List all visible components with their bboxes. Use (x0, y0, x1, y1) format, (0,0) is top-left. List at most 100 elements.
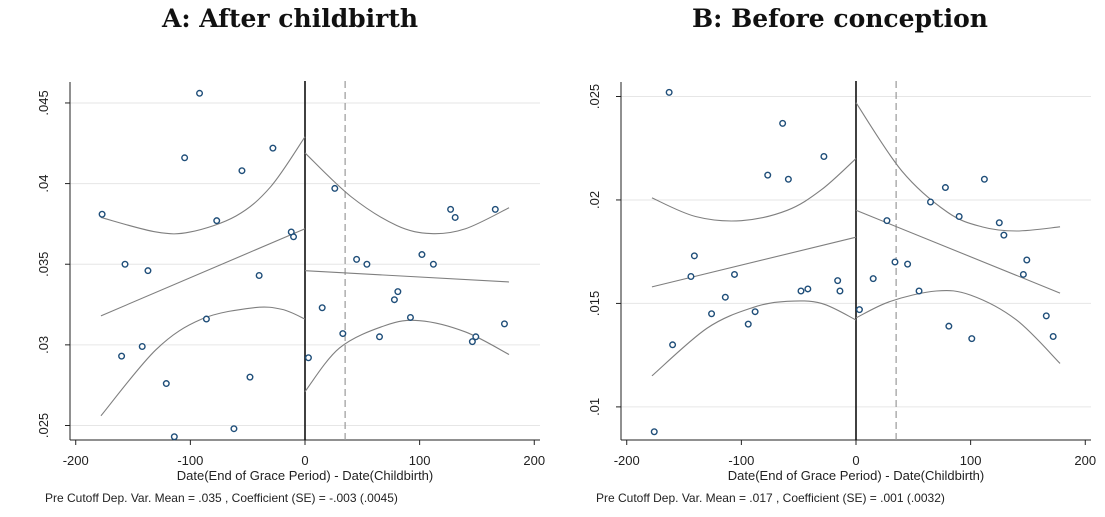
y-tick-label: .025 (36, 413, 51, 438)
fit-line-right (855, 209, 1061, 294)
ci-right-lower-curve (855, 289, 1061, 364)
data-point (318, 304, 326, 312)
data-point (1023, 256, 1031, 264)
data-point (744, 320, 752, 328)
panel-a-plot: .025 .03 .035 .04 .045 -200 -100 0 100 200 Date(En… (36, 81, 545, 505)
data-point (331, 184, 339, 192)
data-point (451, 213, 459, 221)
data-point (363, 260, 371, 268)
data-point (1049, 333, 1057, 341)
data-point (995, 219, 1003, 227)
data-point (784, 175, 792, 183)
data-point (904, 260, 912, 268)
x-axis-label: Date(End of Grace Period) - Date(Childbi… (177, 468, 434, 483)
data-point (1000, 231, 1008, 239)
estimate-note: Pre Cutoff Dep. Var. Mean = .017 , Coeff… (596, 491, 945, 505)
y-tick-label: .035 (36, 252, 51, 277)
data-point (650, 428, 658, 436)
y-tick-label: .04 (36, 175, 51, 193)
data-point (98, 210, 106, 218)
ci-left-upper-curve (651, 158, 857, 222)
ci-left-lower-curve (651, 300, 857, 377)
data-point (855, 306, 863, 314)
data-point (945, 322, 953, 330)
data-point (447, 205, 455, 213)
data-point (472, 333, 480, 341)
fit-line-left (651, 236, 857, 288)
data-point (406, 313, 414, 321)
data-point (269, 144, 277, 152)
ci-left-upper-curve (100, 136, 306, 235)
data-point (1042, 312, 1050, 320)
data-point (468, 338, 476, 346)
x-tick-label: 100 (960, 453, 982, 468)
panel-b-title: B: Before conception (692, 4, 988, 33)
data-point (376, 333, 384, 341)
data-point (304, 354, 312, 362)
data-point (144, 267, 152, 275)
data-point (708, 310, 716, 318)
data-point (118, 352, 126, 360)
x-tick-label: -200 (63, 453, 89, 468)
data-point (491, 205, 499, 213)
data-point (687, 273, 695, 281)
data-point (290, 233, 298, 241)
data-point (170, 433, 178, 441)
data-point (779, 119, 787, 127)
data-point (869, 275, 877, 283)
y-tick-label: .01 (587, 398, 602, 416)
data-point (915, 287, 923, 295)
data-point (429, 260, 437, 268)
ci-right-upper-curve (304, 152, 510, 235)
data-point (500, 320, 508, 328)
data-point (230, 425, 238, 433)
data-point (690, 252, 698, 260)
estimate-note: Pre Cutoff Dep. Var. Mean = .035 , Coeff… (45, 491, 398, 505)
data-point (834, 277, 842, 285)
data-point (804, 285, 812, 293)
data-point (138, 342, 146, 350)
data-point (246, 373, 254, 381)
panel-a-title: A: After childbirth (161, 4, 419, 33)
data-point (891, 258, 899, 266)
data-point (721, 293, 729, 301)
x-axis-label: Date(End of Grace Period) - Date(Childbi… (728, 468, 985, 483)
x-tick-label: -100 (728, 453, 754, 468)
y-tick-label: .025 (587, 84, 602, 109)
panel-b-plot: .01 .015 .02 .025 -200 -100 0 100 200 Date(End of… (587, 81, 1096, 505)
data-point (820, 152, 828, 160)
fit-line-left (100, 228, 306, 317)
data-point (181, 154, 189, 162)
data-point (339, 330, 347, 338)
data-point (418, 251, 426, 259)
data-point (730, 270, 738, 278)
data-point (669, 341, 677, 349)
data-point (980, 175, 988, 183)
fit-line-right (304, 270, 510, 283)
data-point (836, 287, 844, 295)
data-point (238, 167, 246, 175)
ci-right-lower-curve (304, 319, 510, 392)
x-tick-label: 200 (1074, 453, 1096, 468)
y-tick-label: .02 (587, 191, 602, 209)
ci-left-lower-curve (100, 306, 306, 417)
data-point (927, 198, 935, 206)
data-point (162, 380, 170, 388)
x-tick-label: 0 (852, 453, 859, 468)
data-point (941, 184, 949, 192)
data-point (213, 217, 221, 225)
data-point (390, 296, 398, 304)
data-point (955, 213, 963, 221)
data-point (196, 89, 204, 97)
x-tick-label: 200 (523, 453, 545, 468)
data-point (968, 335, 976, 343)
data-point (202, 315, 210, 323)
data-point (751, 308, 759, 316)
data-point (764, 171, 772, 179)
y-tick-label: .03 (36, 336, 51, 354)
data-point (665, 88, 673, 96)
data-point (883, 217, 891, 225)
data-point (121, 260, 129, 268)
x-tick-label: 100 (409, 453, 431, 468)
